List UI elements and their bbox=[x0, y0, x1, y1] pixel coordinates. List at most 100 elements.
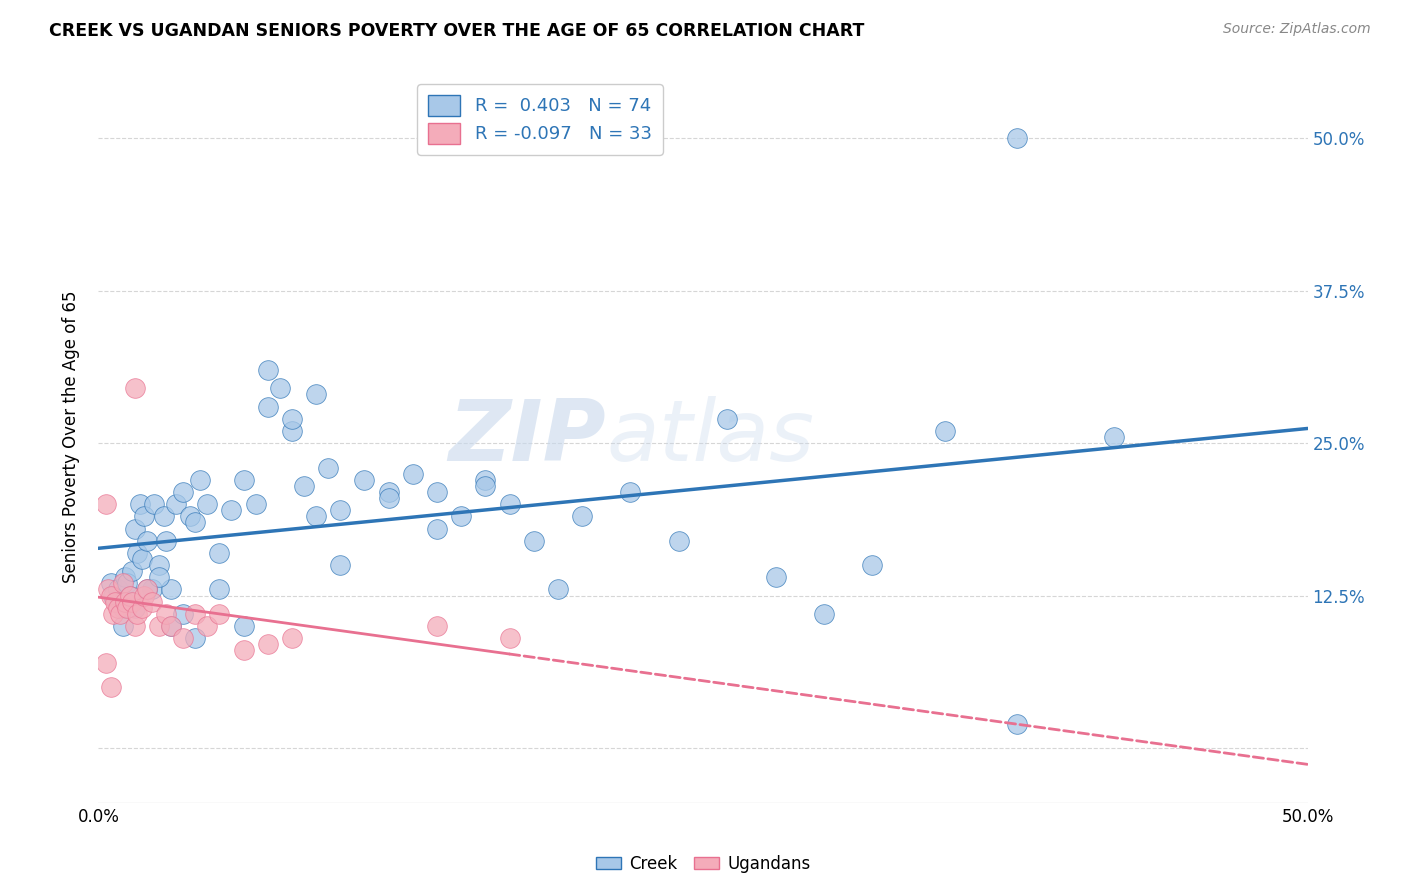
Point bbox=[1007, 716, 1029, 731]
Point bbox=[118, 589, 141, 603]
Point bbox=[141, 594, 163, 608]
Point bbox=[127, 546, 149, 560]
Point bbox=[305, 387, 328, 401]
Point bbox=[124, 521, 146, 535]
Point bbox=[94, 656, 117, 670]
Legend: R =  0.403   N = 74, R = -0.097   N = 33: R = 0.403 N = 74, R = -0.097 N = 33 bbox=[418, 84, 662, 154]
Point bbox=[117, 576, 139, 591]
Point bbox=[134, 589, 156, 603]
Point bbox=[100, 589, 122, 603]
Point bbox=[107, 582, 129, 597]
Point bbox=[172, 485, 194, 500]
Point bbox=[426, 619, 449, 633]
Point bbox=[114, 594, 136, 608]
Point bbox=[256, 400, 278, 414]
Point bbox=[179, 509, 201, 524]
Point bbox=[148, 570, 170, 584]
Y-axis label: Seniors Poverty Over the Age of 65: Seniors Poverty Over the Age of 65 bbox=[62, 291, 80, 583]
Point bbox=[143, 497, 166, 511]
Point bbox=[1102, 430, 1125, 444]
Point bbox=[94, 497, 117, 511]
Point bbox=[135, 582, 157, 597]
Point bbox=[329, 558, 352, 573]
Point bbox=[117, 600, 139, 615]
Point bbox=[208, 582, 231, 597]
Point bbox=[107, 600, 129, 615]
Point bbox=[316, 460, 339, 475]
Point bbox=[184, 516, 207, 530]
Point bbox=[134, 509, 156, 524]
Text: Source: ZipAtlas.com: Source: ZipAtlas.com bbox=[1223, 22, 1371, 37]
Point bbox=[668, 533, 690, 548]
Point bbox=[1007, 131, 1029, 145]
Point bbox=[813, 607, 835, 621]
Text: CREEK VS UGANDAN SENIORS POVERTY OVER THE AGE OF 65 CORRELATION CHART: CREEK VS UGANDAN SENIORS POVERTY OVER TH… bbox=[49, 22, 865, 40]
Point bbox=[128, 497, 150, 511]
Point bbox=[571, 509, 593, 524]
Point bbox=[184, 632, 207, 646]
Point bbox=[135, 533, 157, 548]
Point bbox=[256, 637, 278, 651]
Point bbox=[141, 582, 163, 597]
Point bbox=[100, 576, 122, 591]
Point bbox=[232, 619, 254, 633]
Point bbox=[135, 582, 157, 597]
Point bbox=[155, 533, 177, 548]
Point bbox=[305, 509, 328, 524]
Point bbox=[547, 582, 569, 597]
Point bbox=[256, 363, 278, 377]
Point bbox=[160, 619, 183, 633]
Legend: Creek, Ugandans: Creek, Ugandans bbox=[589, 848, 817, 880]
Point bbox=[329, 503, 352, 517]
Text: ZIP: ZIP bbox=[449, 395, 606, 479]
Point bbox=[765, 570, 787, 584]
Point bbox=[474, 473, 496, 487]
Point bbox=[131, 600, 153, 615]
Point bbox=[281, 424, 304, 438]
Point bbox=[101, 607, 124, 621]
Point bbox=[104, 594, 127, 608]
Point bbox=[152, 509, 174, 524]
Point bbox=[232, 473, 254, 487]
Point bbox=[108, 594, 131, 608]
Point bbox=[860, 558, 883, 573]
Point bbox=[208, 546, 231, 560]
Point bbox=[450, 509, 472, 524]
Point bbox=[121, 564, 143, 578]
Point bbox=[353, 473, 375, 487]
Point bbox=[195, 497, 218, 511]
Point bbox=[498, 632, 520, 646]
Point bbox=[172, 607, 194, 621]
Point bbox=[111, 619, 134, 633]
Point bbox=[232, 643, 254, 657]
Point bbox=[160, 582, 183, 597]
Point bbox=[281, 632, 304, 646]
Point bbox=[114, 570, 136, 584]
Point bbox=[121, 594, 143, 608]
Point bbox=[188, 473, 211, 487]
Point bbox=[934, 424, 956, 438]
Point bbox=[377, 485, 399, 500]
Point bbox=[100, 680, 122, 694]
Point bbox=[111, 576, 134, 591]
Point bbox=[124, 619, 146, 633]
Point bbox=[498, 497, 520, 511]
Point bbox=[292, 479, 315, 493]
Point bbox=[402, 467, 425, 481]
Point bbox=[208, 607, 231, 621]
Point bbox=[165, 497, 187, 511]
Point bbox=[619, 485, 641, 500]
Point bbox=[108, 607, 131, 621]
Point bbox=[155, 607, 177, 621]
Point bbox=[101, 589, 124, 603]
Point bbox=[716, 412, 738, 426]
Point bbox=[124, 600, 146, 615]
Point bbox=[148, 558, 170, 573]
Point bbox=[245, 497, 267, 511]
Point bbox=[124, 381, 146, 395]
Text: atlas: atlas bbox=[606, 395, 814, 479]
Point bbox=[160, 619, 183, 633]
Point bbox=[148, 619, 170, 633]
Point bbox=[474, 479, 496, 493]
Point bbox=[269, 381, 291, 395]
